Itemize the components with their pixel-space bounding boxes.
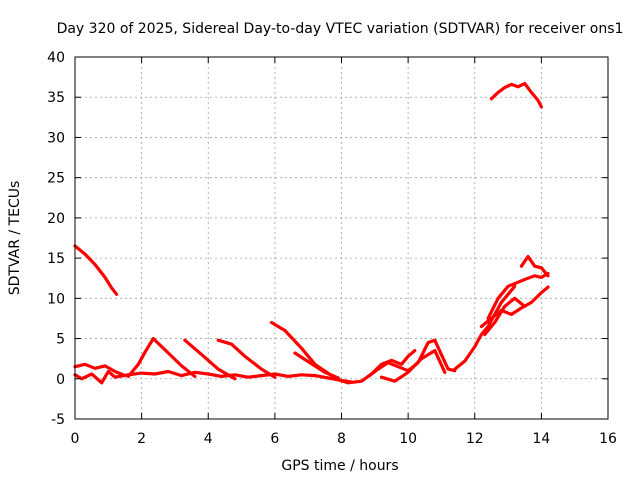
x-tick-label: 0: [71, 431, 80, 447]
series-line-s1: [73, 244, 119, 296]
data-series: [73, 81, 550, 385]
y-tick-label: 35: [47, 90, 65, 106]
y-tick-label: 20: [47, 211, 65, 227]
y-tick-label: 15: [47, 251, 65, 267]
y-tick-label: 5: [56, 332, 65, 348]
series-line-s2: [489, 81, 543, 109]
series-line-s16: [519, 254, 550, 278]
x-tick-label: 12: [466, 431, 484, 447]
y-tick-label: 0: [56, 372, 65, 388]
y-axis-label: SDTVAR / TECUs: [7, 181, 23, 296]
series-line-s5: [126, 337, 155, 378]
series-line-s8: [216, 338, 277, 379]
x-tick-label: 16: [599, 431, 617, 447]
x-axis-label: GPS time / hours: [281, 458, 398, 474]
series-line-s9: [269, 320, 334, 378]
series-line-s6: [151, 337, 197, 378]
series-line-s17: [479, 285, 550, 329]
x-tick-label: 2: [137, 431, 146, 447]
y-tick-label: 40: [47, 50, 65, 66]
x-tick-label: 6: [270, 431, 279, 447]
x-tick-label: 4: [204, 431, 213, 447]
series-line-s13: [379, 349, 447, 383]
series-line-s11: [333, 349, 417, 385]
x-tick-label: 14: [532, 431, 550, 447]
series-line-s7: [183, 338, 237, 381]
y-tick-label: 25: [47, 171, 65, 187]
grid: [75, 57, 608, 419]
series-line-s4: [73, 362, 127, 378]
x-tick-label: 8: [337, 431, 346, 447]
y-tick-label: 30: [47, 130, 65, 146]
y-tick-label: -5: [51, 412, 65, 428]
series-line-s3: [73, 369, 354, 385]
series-line-s10: [293, 351, 340, 380]
y-tick-label: 10: [47, 291, 65, 307]
series-line-s14: [453, 284, 517, 371]
chart-title: Day 320 of 2025, Sidereal Day-to-day VTE…: [57, 21, 624, 37]
x-tick-label: 10: [399, 431, 417, 447]
series-line-s18: [483, 296, 527, 337]
axis-ticks: 0 2 4 6 8 10 12 14 16 -5 0 5 10 15 20 25 30 35 40: [47, 50, 617, 447]
series-line-s15: [486, 271, 550, 320]
